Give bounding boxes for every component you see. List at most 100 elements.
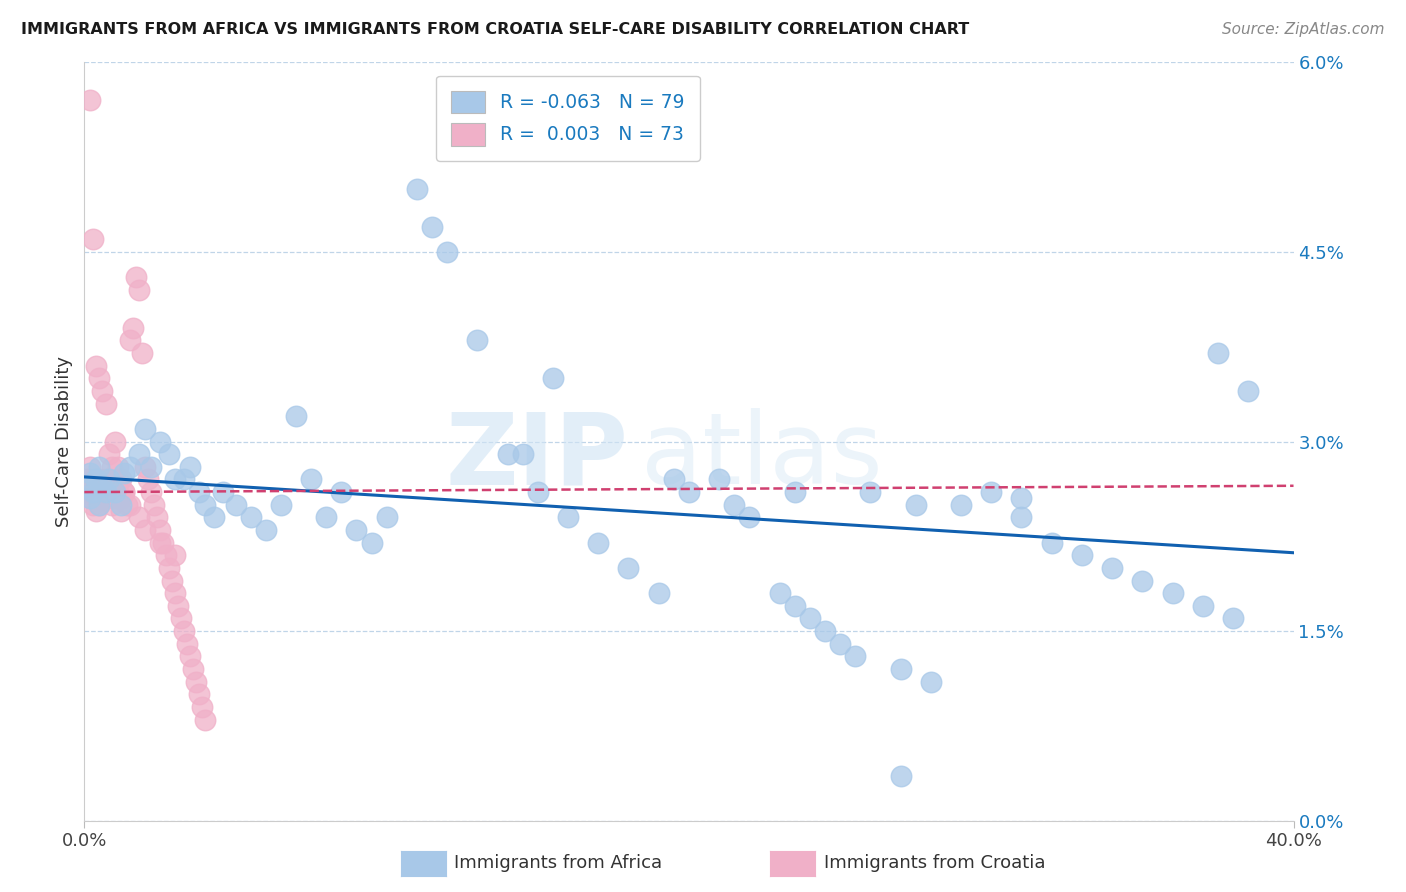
Y-axis label: Self-Care Disability: Self-Care Disability (55, 356, 73, 527)
Point (617, 561, 640, 575)
Point (89, 459, 111, 474)
Point (118, 459, 141, 474)
Point (496, 447, 519, 461)
Point (91, 479, 114, 493)
Point (723, 498, 745, 512)
Point (112, 485, 135, 500)
Point (173, 624, 195, 639)
Point (104, 434, 127, 449)
Point (160, 574, 183, 588)
Point (541, 371, 564, 385)
Point (360, 535, 382, 549)
Point (980, 485, 1002, 500)
Point (112, 485, 135, 500)
Point (82, 485, 104, 500)
Point (128, 447, 150, 461)
Text: Source: ZipAtlas.com: Source: ZipAtlas.com (1222, 22, 1385, 37)
Point (1011, 491, 1033, 506)
Point (131, 346, 153, 360)
Point (89, 498, 111, 512)
Point (97, 447, 120, 461)
Point (107, 459, 129, 474)
Point (79, 491, 101, 506)
Point (134, 422, 156, 436)
Point (467, 334, 489, 348)
Point (225, 498, 247, 512)
Point (783, 599, 806, 613)
Point (285, 409, 308, 424)
Point (86, 491, 108, 506)
Text: Immigrants from Africa: Immigrants from Africa (454, 855, 662, 872)
Point (86, 359, 108, 373)
Point (165, 473, 187, 487)
Point (128, 510, 150, 524)
Point (86, 473, 108, 487)
Point (186, 674, 208, 689)
Point (115, 498, 138, 512)
Point (212, 485, 235, 500)
Text: atlas: atlas (641, 409, 882, 505)
Point (149, 434, 172, 449)
Point (406, 182, 429, 196)
Point (179, 649, 201, 664)
Point (76, 473, 98, 487)
Point (97, 479, 120, 493)
Point (239, 510, 262, 524)
Point (97, 491, 120, 506)
Point (375, 510, 398, 524)
Point (1071, 548, 1094, 563)
Point (170, 611, 193, 625)
Point (136, 473, 159, 487)
Point (157, 561, 180, 575)
Point (890, 769, 912, 783)
Point (662, 473, 685, 487)
Point (557, 510, 579, 524)
Point (97, 473, 120, 487)
Point (890, 662, 912, 676)
Point (588, 535, 610, 549)
Point (104, 485, 127, 500)
Point (188, 485, 211, 500)
Point (1192, 599, 1215, 613)
Point (94, 396, 117, 410)
Point (134, 459, 156, 474)
Point (91, 491, 114, 506)
Point (121, 320, 143, 334)
Point (112, 466, 135, 480)
Point (146, 510, 169, 524)
Point (188, 687, 211, 701)
Point (107, 473, 129, 487)
Point (79, 491, 101, 506)
Point (82, 498, 104, 512)
Point (648, 586, 671, 600)
Point (110, 473, 132, 487)
Point (104, 491, 127, 506)
Point (1040, 535, 1063, 549)
Point (1222, 611, 1244, 625)
Point (94, 473, 117, 487)
Point (194, 498, 217, 512)
Point (844, 649, 866, 664)
Point (346, 523, 368, 537)
Point (155, 548, 177, 563)
Point (814, 624, 837, 639)
Point (91, 479, 114, 493)
Text: Immigrants from Croatia: Immigrants from Croatia (824, 855, 1046, 872)
Legend: R = -0.063   N = 79, R =  0.003   N = 73: R = -0.063 N = 79, R = 0.003 N = 73 (436, 76, 700, 161)
Point (91, 384, 114, 398)
Point (139, 459, 162, 474)
Point (118, 498, 141, 512)
Point (100, 498, 122, 512)
Point (191, 699, 214, 714)
Point (149, 535, 172, 549)
Point (110, 498, 132, 512)
Point (783, 485, 806, 500)
Point (157, 447, 180, 461)
Point (134, 523, 156, 537)
Point (94, 485, 117, 500)
Point (107, 485, 129, 500)
Point (86, 504, 108, 518)
Point (79, 479, 101, 493)
Point (167, 599, 190, 613)
Point (86, 479, 108, 493)
